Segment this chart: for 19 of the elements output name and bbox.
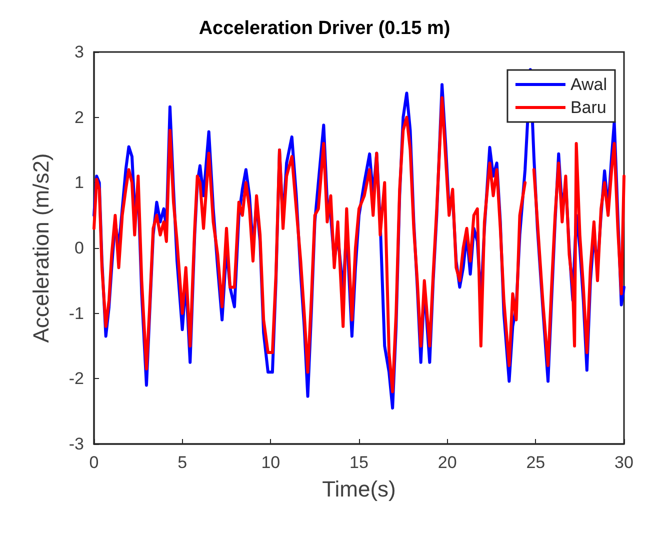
- y-tick-label: 1: [74, 173, 84, 192]
- x-tick-label: 5: [178, 453, 188, 472]
- x-tick-label: 10: [261, 453, 280, 472]
- y-tick-label: 3: [74, 42, 84, 62]
- legend-label: Awal: [570, 75, 608, 94]
- x-tick-label: 30: [614, 453, 634, 472]
- y-tick-label: 2: [74, 108, 84, 127]
- x-tick-label: 25: [526, 453, 546, 472]
- y-tick-label: -3: [68, 434, 84, 454]
- y-tick-label: -1: [68, 304, 84, 323]
- y-axis-title: Acceleration (m/s2): [28, 153, 54, 343]
- x-axis-title: Time(s): [322, 476, 396, 502]
- x-tick-label: 0: [89, 453, 99, 472]
- legend-label: Baru: [570, 98, 606, 117]
- x-tick-label: 20: [438, 453, 457, 472]
- y-tick-label: 0: [74, 238, 84, 258]
- chart-title: Acceleration Driver (0.15 m): [198, 18, 450, 39]
- x-tick-label: 15: [350, 453, 368, 472]
- y-tick-label: -2: [68, 369, 84, 388]
